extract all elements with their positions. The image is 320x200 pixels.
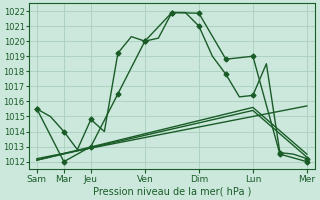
- X-axis label: Pression niveau de la mer( hPa ): Pression niveau de la mer( hPa ): [93, 187, 251, 197]
